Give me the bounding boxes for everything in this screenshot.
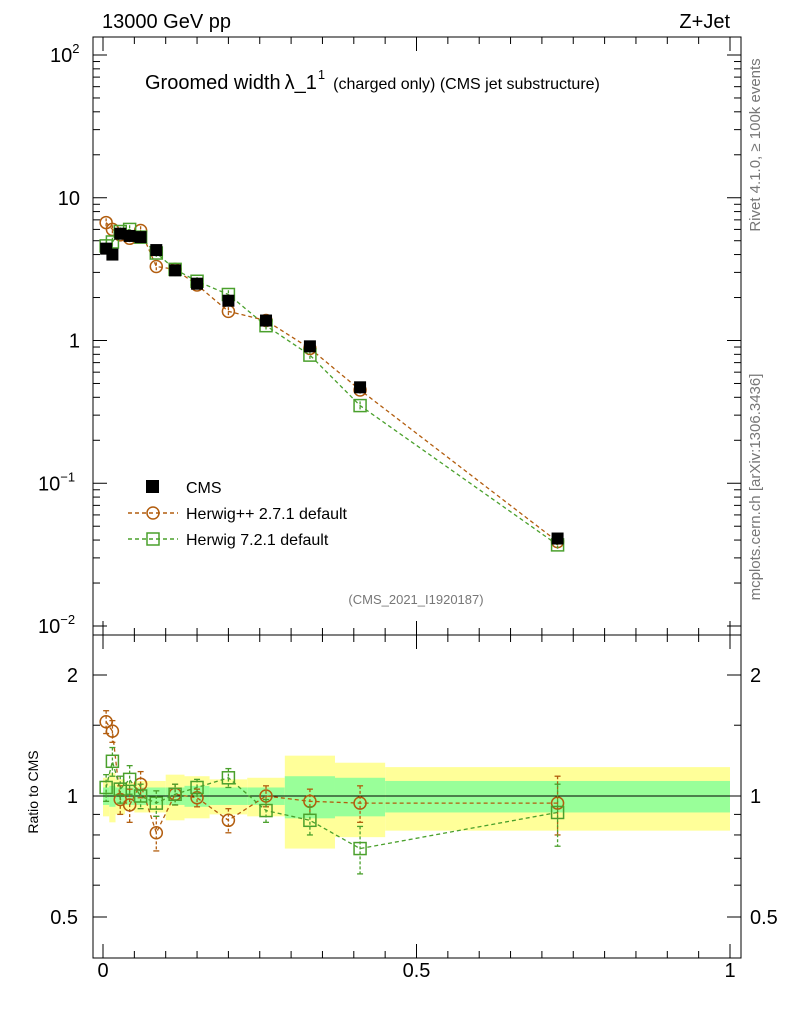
ratio-point xyxy=(221,813,236,828)
ratio-point xyxy=(99,780,113,795)
y-tick-label: 10 xyxy=(58,188,80,210)
ratio-point xyxy=(353,841,367,856)
ratio-point xyxy=(259,803,273,818)
legend-label-herwig7: Herwig 7.2.1 default xyxy=(186,532,329,549)
ratio-point xyxy=(168,787,182,802)
ratio-y-tick-label-right: 1 xyxy=(750,786,761,808)
chart-title: Groomed width λ_11 (charged only) (CMS jet… xyxy=(145,67,600,94)
ratio-point xyxy=(149,796,164,810)
analysis-tag: (CMS_2021_I1920187) xyxy=(348,592,483,607)
y-tick-label: 10−1 xyxy=(38,469,75,495)
data-point xyxy=(169,264,182,277)
ratio-y-tick-label: 2 xyxy=(67,665,78,687)
ratio-point xyxy=(190,780,204,795)
data-point xyxy=(222,294,235,307)
legend-marker-herwig7 xyxy=(146,532,160,546)
header-right: Z+Jet xyxy=(679,11,730,33)
ratio-point xyxy=(105,724,120,738)
ratio-point xyxy=(105,754,120,769)
data-point xyxy=(106,248,119,261)
title-main: Groomed width xyxy=(145,72,281,94)
ratio-point xyxy=(550,805,565,820)
legend-marker-herwigpp xyxy=(146,506,160,520)
data-point xyxy=(353,398,367,413)
x-tick-label: 0.5 xyxy=(403,960,431,982)
y-tick-exp: 2 xyxy=(72,41,79,56)
data-point xyxy=(134,231,147,244)
data-point xyxy=(150,244,163,257)
ratio-point xyxy=(122,772,137,787)
y-tick-base: 10 xyxy=(38,473,60,495)
data-point xyxy=(191,277,204,290)
ratio-y-tick-label-right: 2 xyxy=(750,665,761,687)
side-label-top: Rivet 4.1.0, ≥ 100k events xyxy=(747,58,764,231)
data-point xyxy=(260,314,273,327)
y-tick-label: 1 xyxy=(69,331,80,353)
legend-marker-cms xyxy=(146,480,159,493)
ratio-point xyxy=(303,813,317,828)
ratio-panel: 2 2 1 1 0.5 0.5 xyxy=(50,634,778,959)
ratio-point xyxy=(149,826,164,840)
title-extra: (charged only) (CMS jet substructure) xyxy=(333,76,600,93)
y-tick-exp: −1 xyxy=(60,469,75,484)
title-sup: 1 xyxy=(318,67,325,82)
data-point xyxy=(114,227,127,240)
y-tick-label: 10−2 xyxy=(38,612,75,638)
side-label-bottom: mcplots.cern.ch [arXiv:1306.3436] xyxy=(747,374,764,601)
legend-label-herwigpp: Herwig++ 2.7.1 default xyxy=(186,506,348,523)
ratio-point xyxy=(221,771,236,785)
y-tick-base: 10 xyxy=(38,616,60,638)
ratio-point xyxy=(133,789,148,803)
data-point xyxy=(105,235,120,249)
data-point xyxy=(123,229,136,242)
y-tick-label: 102 xyxy=(50,41,79,67)
data-point xyxy=(551,532,564,545)
data-point xyxy=(149,259,164,274)
ratio-ylabel: Ratio to CMS xyxy=(25,750,41,833)
ratio-point xyxy=(353,796,367,810)
title-lambda: λ_1 xyxy=(285,72,317,94)
ratio-point xyxy=(113,782,127,796)
ratio-y-tick-label: 1 xyxy=(67,786,78,808)
legend-label-cms: CMS xyxy=(186,480,222,497)
x-tick-label: 1 xyxy=(724,960,735,982)
y-tick-exp: −2 xyxy=(60,612,75,627)
y-tick-base: 10 xyxy=(50,45,72,67)
data-point xyxy=(303,340,316,353)
x-tick-label: 0 xyxy=(97,960,108,982)
data-point xyxy=(354,381,367,394)
ratio-y-tick-label: 0.5 xyxy=(50,907,78,929)
header-left: 13000 GeV pp xyxy=(102,11,231,33)
legend: CMS Herwig++ 2.7.1 default Herwig 7.2.1 … xyxy=(128,480,348,549)
ratio-y-tick-label-right: 0.5 xyxy=(750,907,778,929)
ratio-point xyxy=(122,798,137,812)
